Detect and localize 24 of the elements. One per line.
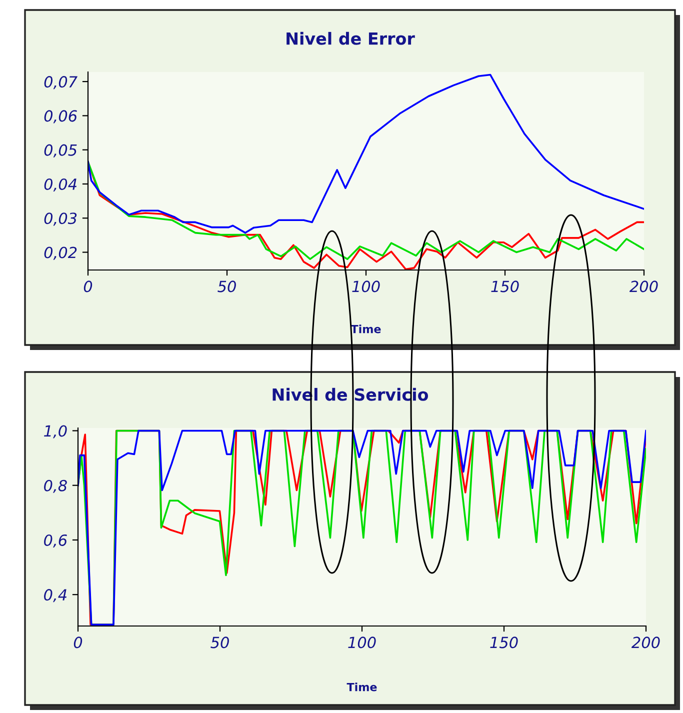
x-tick-label: 50: [210, 636, 229, 648]
y-tick-label: 0,6: [44, 534, 67, 548]
x-tick-label: 0: [74, 636, 82, 648]
x-tick-label: 100: [352, 280, 380, 292]
x-tick-label: 200: [631, 636, 660, 648]
y-tick-label: 0,05: [44, 144, 77, 158]
x-tick-label: 100: [348, 636, 376, 648]
x-axis-title: Time: [346, 682, 377, 692]
x-tick-label: 50: [218, 280, 236, 292]
y-tick-label: 0,06: [44, 110, 77, 124]
x-tick-label: 150: [491, 280, 519, 292]
x-tick-label: 200: [629, 280, 658, 292]
chart-title: Nivel de Error: [286, 32, 415, 45]
y-tick-label: 1,0: [44, 425, 67, 438]
y-tick-label: 0,04: [44, 178, 76, 192]
line-series: [88, 74, 644, 234]
y-tick-label: 0,03: [44, 212, 77, 226]
y-tick-label: 0,4: [44, 589, 66, 602]
y-tick-label: 0,8: [44, 480, 67, 493]
x-tick-label: 0: [84, 280, 92, 292]
x-axis-title: Time: [350, 324, 381, 334]
x-tick-label: 150: [490, 636, 518, 648]
y-tick-label: 0,02: [44, 246, 77, 260]
y-tick-label: 0,07: [44, 76, 78, 90]
